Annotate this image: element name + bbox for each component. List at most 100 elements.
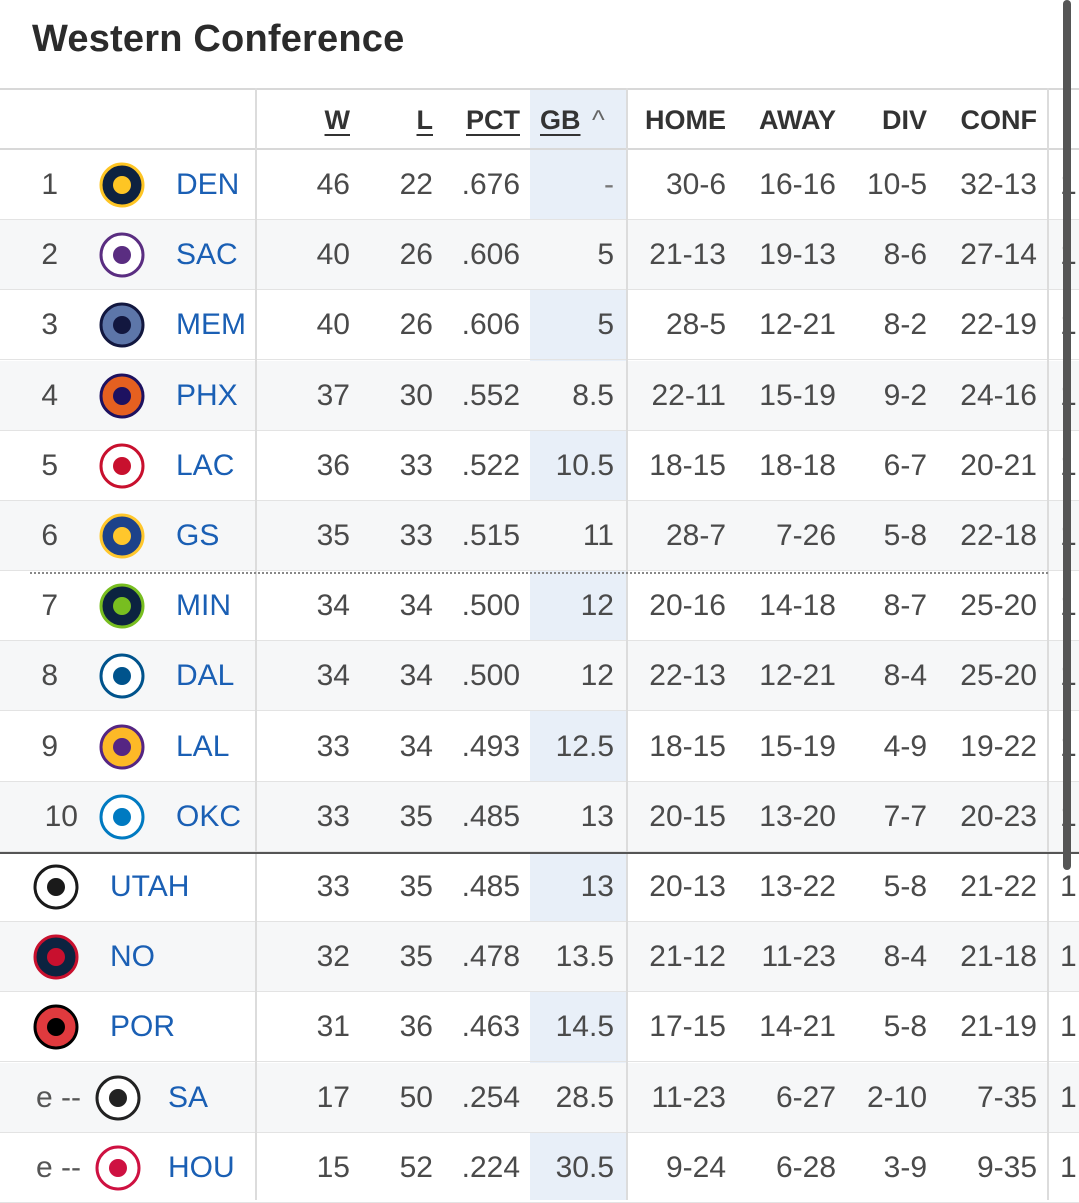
conf-record-cell: 21-22 [960, 870, 1037, 903]
losses-cell: 22 [399, 168, 433, 201]
gb-cell: 13 [580, 870, 614, 903]
header-l[interactable]: L [416, 105, 434, 135]
table-row[interactable]: e -- SA 17 50 .254 28.5 11-23 6-27 2-10 7-35 1 [0, 1062, 1079, 1133]
gb-cell: 12.5 [555, 729, 614, 763]
pct-cell: .522 [461, 448, 520, 482]
pct-cell: .224 [461, 1150, 520, 1184]
home-record-cell: 20-13 [649, 870, 726, 903]
gb-cell: 12 [580, 659, 614, 693]
losses-cell: 35 [399, 870, 433, 903]
rank-cell: 8 [41, 659, 58, 693]
rank-cell: 10 [44, 799, 78, 833]
team-link[interactable]: LAL [176, 729, 230, 763]
team-link[interactable]: MEM [176, 308, 246, 342]
header-pct[interactable]: PCT [466, 105, 520, 135]
home-record-cell: 20-16 [649, 589, 726, 623]
pct-cell: .606 [461, 238, 520, 272]
home-record-cell: 20-15 [649, 799, 726, 833]
home-record-cell: 22-13 [649, 659, 726, 693]
table-row[interactable]: NO 32 35 .478 13.5 21-12 11-23 8-4 21-18 1 [0, 922, 1079, 993]
pct-cell: .500 [461, 659, 520, 693]
div-record-cell: 8-7 [883, 589, 927, 623]
team-link[interactable]: DAL [176, 659, 235, 693]
row-divider [0, 1061, 1079, 1063]
timberwolves-logo-icon [98, 582, 146, 630]
gb-cell: 30.5 [555, 1150, 614, 1184]
losses-cell: 34 [399, 659, 433, 693]
thunder-logo-icon [98, 793, 146, 841]
away-record-cell: 18-18 [759, 448, 836, 482]
team-link[interactable]: SA [168, 1080, 209, 1114]
sort-ascending-icon[interactable]: ^ [592, 105, 605, 135]
next-column-cell: 1 [1060, 1080, 1077, 1114]
team-link[interactable]: NO [110, 940, 155, 974]
pct-cell: .515 [461, 519, 520, 552]
wins-cell: 34 [316, 589, 350, 623]
nuggets-logo-icon [98, 161, 146, 209]
pct-cell: .478 [461, 940, 520, 974]
table-row[interactable]: UTAH 33 35 .485 13 20-13 13-22 5-8 21-22 1 [0, 852, 1079, 922]
wins-cell: 40 [316, 308, 350, 342]
pct-cell: .500 [461, 589, 520, 623]
away-record-cell: 11-23 [761, 940, 836, 974]
div-record-cell: 8-4 [883, 940, 927, 974]
pct-cell: .493 [461, 729, 520, 763]
vertical-scrollbar[interactable] [1063, 0, 1071, 870]
header-gb[interactable]: GB [540, 105, 581, 135]
clippers-logo-icon [98, 442, 146, 490]
div-record-cell: 3-9 [883, 1150, 927, 1184]
team-link[interactable]: DEN [176, 168, 240, 201]
away-record-cell: 12-21 [759, 659, 836, 693]
lakers-logo-icon [98, 723, 146, 771]
row-divider [0, 219, 1079, 220]
pct-cell: .463 [461, 1010, 520, 1044]
losses-cell: 33 [399, 448, 433, 482]
header-w[interactable]: W [324, 105, 350, 135]
team-link[interactable]: UTAH [110, 870, 190, 903]
home-record-cell: 17-15 [649, 1010, 726, 1044]
conf-record-cell: 21-19 [960, 1010, 1037, 1044]
team-link[interactable]: HOU [168, 1150, 235, 1184]
rank-cell: 2 [41, 238, 58, 272]
gb-cell: 11 [582, 519, 614, 552]
div-record-cell: 10-5 [866, 168, 927, 201]
table-row[interactable]: e -- HOU 15 52 .224 30.5 9-24 6-28 3-9 9-35 1 [0, 1133, 1079, 1203]
pct-cell: .254 [461, 1080, 520, 1114]
team-link[interactable]: LAC [176, 448, 235, 482]
row-divider [0, 640, 1079, 642]
conf-record-cell: 27-14 [960, 238, 1037, 272]
row-divider [0, 921, 1079, 922]
wins-cell: 15 [316, 1150, 350, 1184]
team-link[interactable]: PHX [176, 378, 238, 412]
pct-cell: .485 [461, 870, 520, 903]
row-divider [0, 289, 1079, 291]
team-link[interactable]: POR [110, 1010, 176, 1044]
table-row[interactable]: POR 31 36 .463 14.5 17-15 14-21 5-8 21-19 1 [0, 992, 1079, 1063]
pelicans-logo-icon [32, 933, 80, 981]
rank-cell: e -- [36, 1150, 81, 1184]
team-link[interactable]: OKC [176, 799, 242, 833]
team-link[interactable]: GS [176, 519, 220, 552]
play-in-cutline [0, 852, 1079, 854]
team-link[interactable]: MIN [176, 589, 231, 623]
away-record-cell: 19-13 [759, 238, 836, 272]
gb-cell: 12 [580, 589, 614, 623]
wins-cell: 46 [316, 168, 350, 201]
losses-cell: 26 [399, 238, 433, 272]
team-link[interactable]: SAC [176, 238, 238, 272]
row-divider [0, 570, 1079, 571]
div-record-cell: 8-4 [883, 659, 927, 693]
wins-cell: 32 [316, 940, 350, 974]
home-record-cell: 11-23 [651, 1080, 726, 1114]
column-divider [626, 88, 628, 1200]
